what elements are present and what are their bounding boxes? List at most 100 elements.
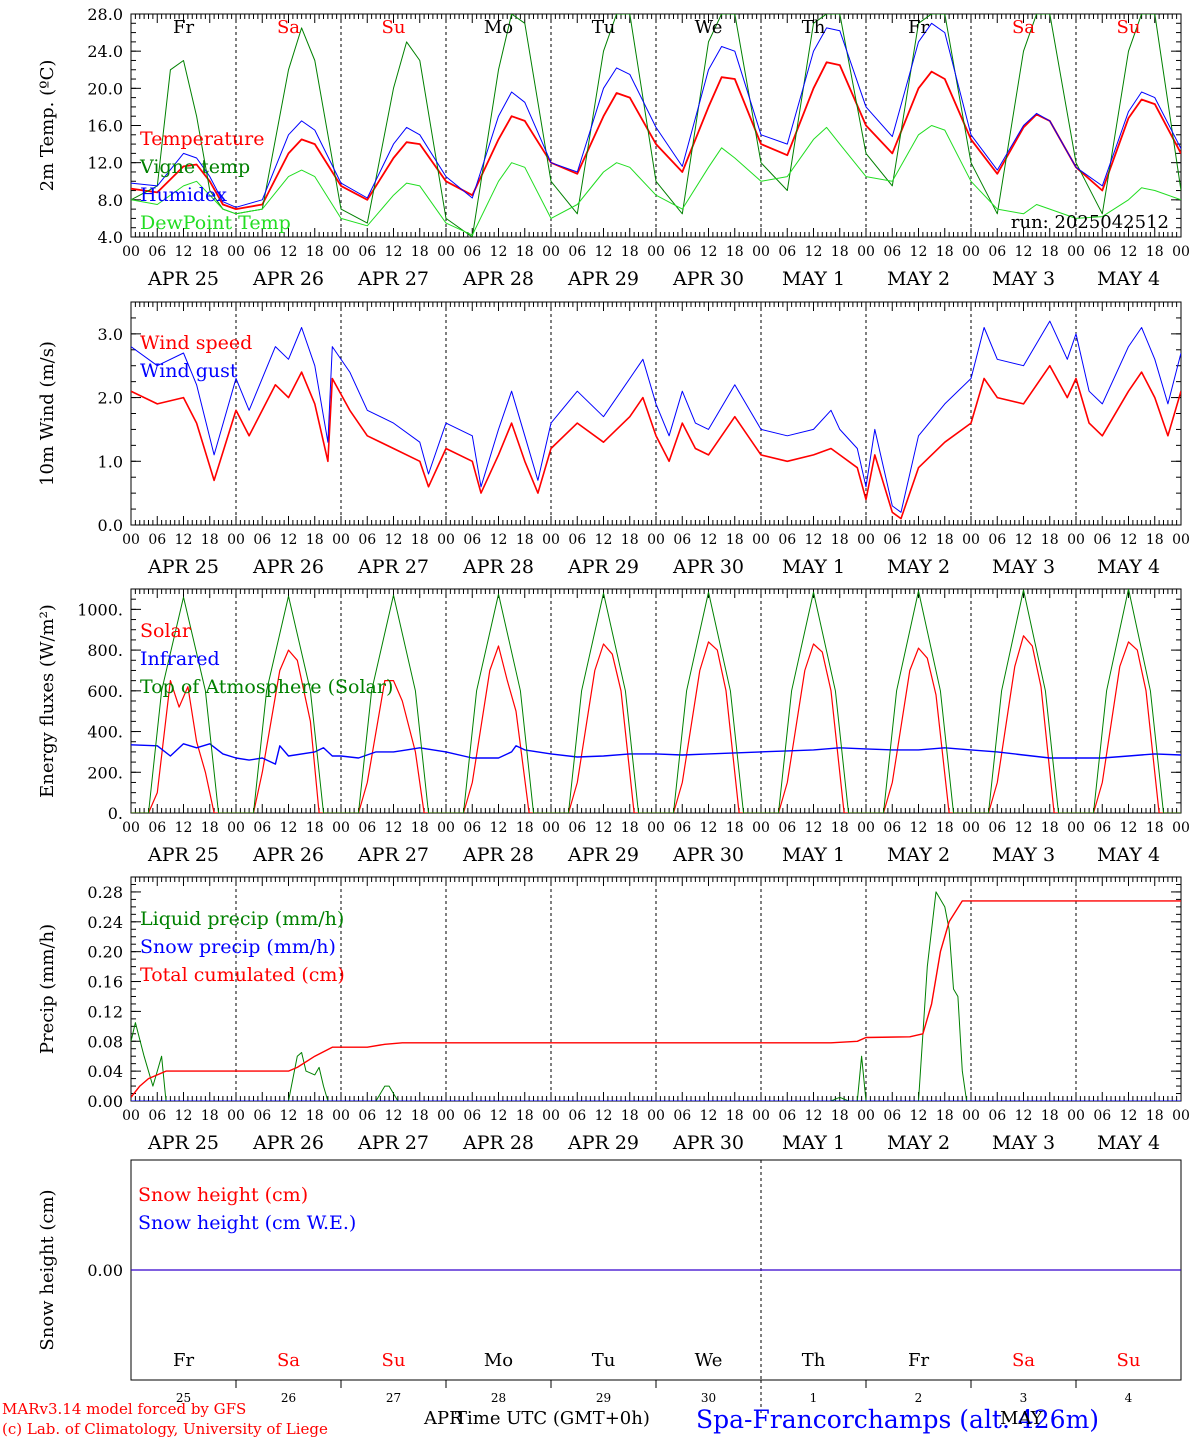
day-number-label: 29	[596, 1391, 611, 1405]
date-label: APR 28	[462, 556, 534, 578]
hour-label: 18	[621, 820, 639, 836]
hour-label: 06	[778, 532, 796, 548]
date-label: MAY 1	[782, 556, 845, 578]
day-number-label: 4	[1125, 1391, 1133, 1405]
hour-label: 00	[1172, 820, 1190, 836]
weekday-label: Su	[382, 17, 406, 38]
hour-label: 00	[437, 1108, 455, 1124]
hour-label: 06	[883, 244, 901, 260]
hour-label: 00	[752, 820, 770, 836]
hour-label: 06	[148, 820, 166, 836]
y-tick-label: 0.	[108, 804, 123, 823]
y-tick-label: 28.0	[87, 5, 123, 24]
hour-label: 06	[673, 1108, 691, 1124]
hour-label: 18	[201, 1108, 219, 1124]
legend-entry: Solar	[140, 620, 192, 642]
date-label: APR 29	[567, 1132, 639, 1154]
hour-label: 06	[988, 1108, 1006, 1124]
hour-label: 06	[778, 1108, 796, 1124]
date-label: APR 30	[672, 268, 744, 290]
hour-label: 12	[385, 1108, 403, 1124]
hour-label: 18	[621, 244, 639, 260]
y-axis-label: Energy fluxes (W/m²)	[37, 604, 58, 798]
hour-label: 18	[306, 820, 324, 836]
hour-label: 18	[411, 1108, 429, 1124]
hour-label: 06	[673, 244, 691, 260]
hour-label: 00	[962, 532, 980, 548]
hour-label: 06	[883, 1108, 901, 1124]
hour-label: 06	[568, 1108, 586, 1124]
weekday-label: Fr	[173, 1350, 194, 1371]
hour-label: 12	[1120, 1108, 1138, 1124]
hour-label: 00	[962, 820, 980, 836]
date-label: APR 28	[462, 844, 534, 866]
hour-label: 00	[542, 820, 560, 836]
hour-label: 12	[1120, 244, 1138, 260]
hour-label: 18	[516, 1108, 534, 1124]
hour-label: 12	[385, 244, 403, 260]
y-tick-label: 16.0	[87, 117, 123, 136]
hour-label: 06	[358, 244, 376, 260]
series-group	[131, 891, 1181, 1101]
legend-entry: Top of Atmosphere (Solar)	[140, 676, 393, 698]
hour-label: 00	[332, 244, 350, 260]
hour-label: 18	[831, 820, 849, 836]
date-label: APR 28	[462, 1132, 534, 1154]
legend-entry: Temperature	[140, 128, 264, 150]
hour-label: 06	[463, 1108, 481, 1124]
date-label: APR 30	[672, 1132, 744, 1154]
hour-label: 06	[358, 820, 376, 836]
legend-entry: Wind speed	[140, 332, 252, 354]
date-label: APR 27	[357, 268, 429, 290]
hour-label: 12	[1120, 532, 1138, 548]
hour-label: 00	[542, 532, 560, 548]
y-tick-label: 800.	[87, 641, 123, 660]
hour-label: 00	[227, 244, 245, 260]
hour-label: 18	[831, 1108, 849, 1124]
series-line-total-cumulated-cm-	[131, 900, 1181, 1098]
panel-frame	[130, 588, 1182, 814]
hour-label: 18	[726, 820, 744, 836]
date-label: MAY 3	[992, 268, 1055, 290]
hour-label: 12	[490, 820, 508, 836]
hour-label: 12	[595, 820, 613, 836]
hour-label: 06	[673, 820, 691, 836]
hour-label: 18	[411, 820, 429, 836]
legend-entry: Liquid precip (mm/h)	[140, 908, 344, 930]
y-tick-label: 200.	[87, 763, 123, 782]
day-number-label: 28	[491, 1391, 506, 1405]
hour-label: 00	[647, 244, 665, 260]
hour-label: 00	[752, 244, 770, 260]
y-tick-label: 0.20	[87, 943, 123, 962]
date-label: APR 26	[252, 556, 324, 578]
hour-label: 18	[726, 1108, 744, 1124]
hour-label: 06	[988, 532, 1006, 548]
hour-label: 00	[332, 532, 350, 548]
series-group	[131, 589, 1181, 813]
weekday-label: We	[695, 1350, 723, 1371]
panel-3: 0. 200. 400. 600. 800. 1000. Energy fluxes (W/…	[37, 588, 1190, 866]
hour-label: 06	[358, 532, 376, 548]
day-number-label: 26	[281, 1391, 296, 1405]
hour-label: 00	[122, 532, 140, 548]
hour-label: 00	[647, 532, 665, 548]
hour-label: 00	[962, 1108, 980, 1124]
hour-label: 18	[516, 244, 534, 260]
hour-label: 18	[1146, 1108, 1164, 1124]
station-label: Spa-Francorchamps (alt. 426m)	[696, 1405, 1099, 1434]
hour-label: 18	[936, 532, 954, 548]
hour-label: 06	[568, 244, 586, 260]
hour-label: 18	[1041, 820, 1059, 836]
hour-label: 00	[332, 1108, 350, 1124]
hour-label: 06	[778, 244, 796, 260]
hour-label: 18	[411, 244, 429, 260]
weekday-label: Th	[802, 1350, 826, 1371]
weekday-label: Th	[802, 17, 826, 38]
weekday-label: Su	[382, 1350, 406, 1371]
hour-label: 18	[1041, 244, 1059, 260]
date-label: APR 29	[567, 556, 639, 578]
y-tick-label: 0.00	[87, 1261, 123, 1280]
hour-label: 12	[595, 1108, 613, 1124]
date-label: MAY 3	[992, 556, 1055, 578]
y-tick-label: 2.0	[98, 389, 123, 408]
